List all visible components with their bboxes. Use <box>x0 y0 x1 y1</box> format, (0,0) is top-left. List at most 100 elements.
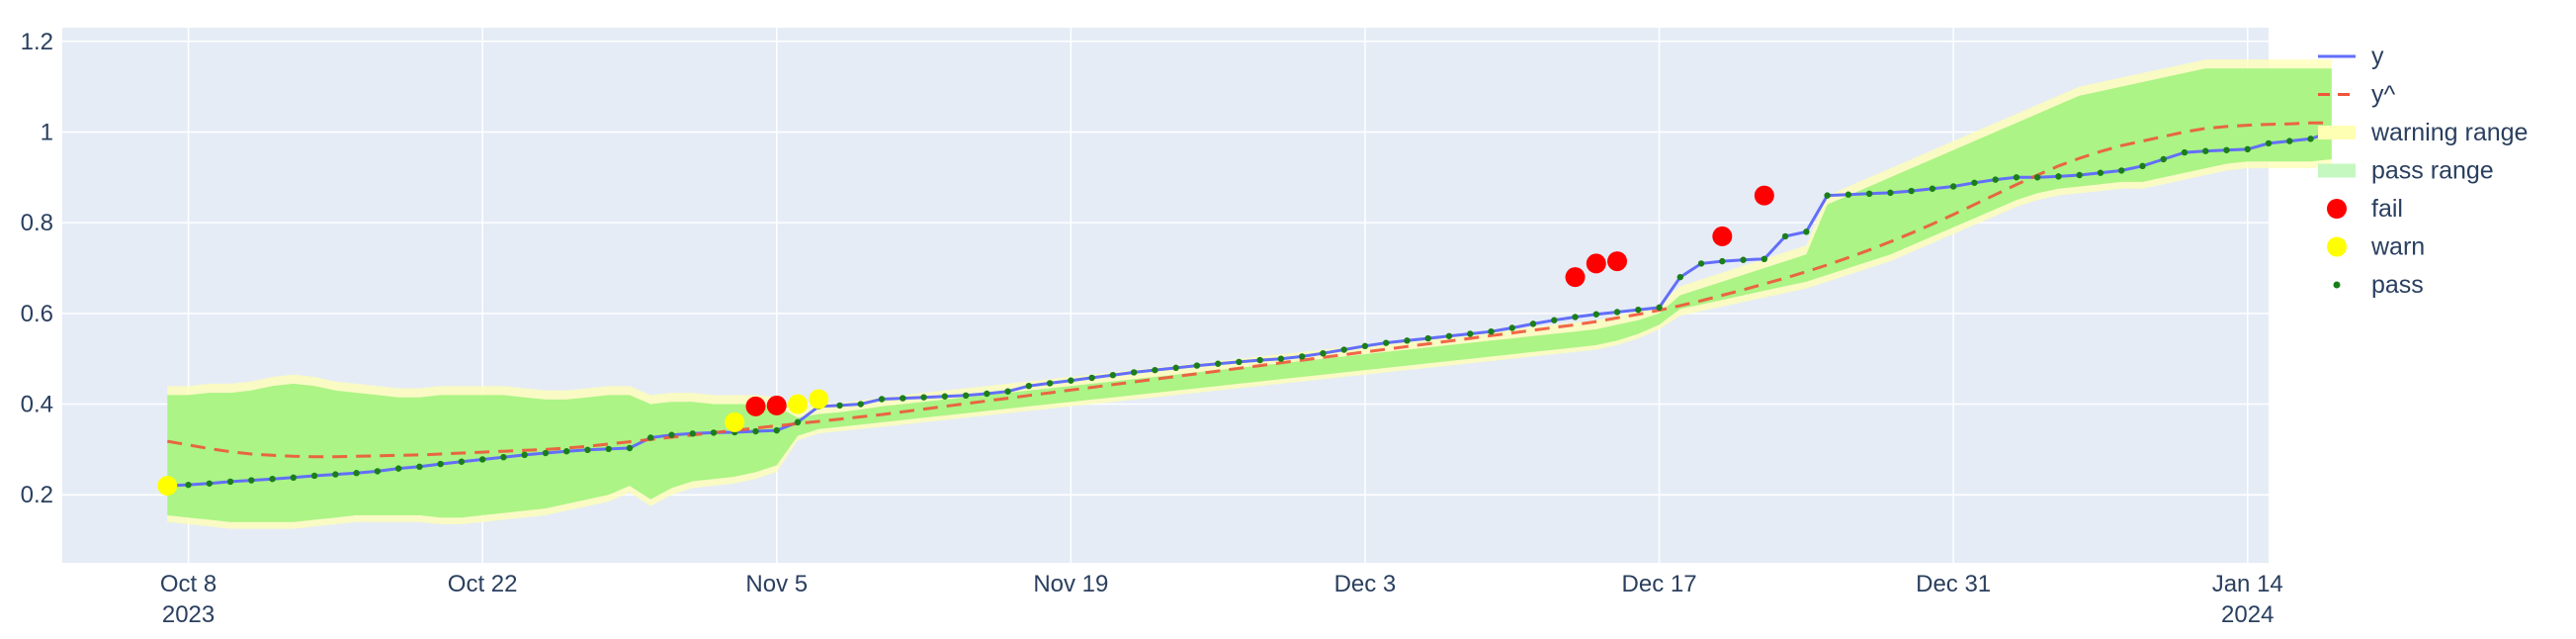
pass-point <box>248 477 255 484</box>
pass-point <box>647 434 654 441</box>
pass-point <box>458 458 466 465</box>
pass-point <box>1004 388 1011 395</box>
pass-point <box>2097 169 2104 176</box>
pass-point <box>1277 355 1285 362</box>
x-tick-label: Jan 14 <box>2212 571 2283 597</box>
legend-label: warn <box>2370 233 2425 261</box>
legend[interactable]: y y^ warning range pass range fail warn pass <box>2318 43 2528 299</box>
y-tick-label: 1.2 <box>21 29 53 55</box>
range-bands <box>167 59 2332 529</box>
pass-point <box>2244 145 2251 153</box>
y-tick-label: 0.6 <box>21 301 53 327</box>
pass-point <box>290 474 298 482</box>
pass-point <box>374 468 382 475</box>
warn-point <box>157 476 178 497</box>
pass-point <box>1865 190 1873 198</box>
pass-point <box>1697 260 1705 267</box>
pass-point <box>1109 371 1117 379</box>
pass-point <box>1488 327 1495 335</box>
pass-point <box>1719 257 1726 265</box>
pass-point <box>1467 330 1474 337</box>
pass-point <box>1320 349 1327 357</box>
legend-dot-swatch <box>2327 199 2347 219</box>
legend-band-swatch <box>2318 126 2356 139</box>
x-tick-year-label: 2024 <box>2221 601 2274 628</box>
pass-point <box>562 448 570 455</box>
pass-point <box>2076 171 2083 179</box>
pass-point <box>1172 364 1179 372</box>
legend-item-warning[interactable]: warning range <box>2318 119 2528 146</box>
warn-point <box>725 411 745 432</box>
pass-point <box>1908 187 1915 195</box>
pass-point <box>1845 191 1852 198</box>
pass-point <box>1803 228 1810 235</box>
pass-point <box>2139 162 2146 170</box>
data-points <box>157 129 2335 497</box>
pass-point <box>478 456 486 463</box>
pass-point <box>2286 137 2293 144</box>
x-axis: Oct 8 2023 Oct 22 Nov 5 Nov 19 Dec 3 Dec 17 Dec… <box>160 571 2283 628</box>
pass-point <box>437 460 444 468</box>
warn-point <box>809 389 829 410</box>
y-tick-label: 0.2 <box>21 482 53 508</box>
pass-point <box>542 449 550 457</box>
pass-point <box>1929 185 1936 192</box>
pass-point <box>226 478 234 486</box>
y-tick-label: 1 <box>41 119 53 145</box>
pass-point <box>185 481 192 489</box>
pass-point <box>941 393 948 400</box>
pass-point <box>1760 255 1768 263</box>
x-tick-label: Dec 17 <box>1622 571 1697 597</box>
pass-point <box>1152 366 1159 374</box>
pass-point <box>1572 314 1579 320</box>
fail-point <box>1565 267 1586 288</box>
pass-point <box>1992 176 1999 183</box>
x-tick-label: Dec 31 <box>1916 571 1991 597</box>
fail-point <box>745 396 766 416</box>
x-tick-label: Dec 3 <box>1334 571 1397 597</box>
pass-point <box>1193 362 1201 369</box>
pass-point <box>2013 174 2020 181</box>
legend-dot-swatch <box>2333 281 2341 289</box>
pass-point <box>1740 256 1747 263</box>
legend-label: y <box>2371 43 2384 70</box>
pass-point <box>1088 374 1095 382</box>
pass-point <box>2055 173 2062 180</box>
pass-point <box>857 401 864 408</box>
pass-point <box>689 430 696 437</box>
yhat-series-line <box>167 121 2332 459</box>
pass-point <box>2202 147 2209 154</box>
series-lines <box>167 121 2333 488</box>
pass-point <box>1424 334 1431 342</box>
pass-point <box>2160 155 2167 163</box>
legend-item-warn[interactable]: warn <box>2327 233 2425 261</box>
pass-point <box>1551 317 1558 323</box>
x-tick-label: Nov 19 <box>1033 571 1108 597</box>
pass-point <box>500 453 507 461</box>
pass-point <box>752 427 759 435</box>
pass-point <box>1383 339 1390 346</box>
legend-item-pass_range[interactable]: pass range <box>2318 157 2494 185</box>
pass-point <box>2118 167 2125 174</box>
pass-point <box>269 475 276 483</box>
pass-point <box>1781 232 1789 240</box>
x-tick-label: Oct 8 <box>160 571 216 597</box>
warn-point <box>788 394 808 414</box>
legend-item-yhat[interactable]: y^ <box>2318 81 2396 109</box>
legend-label: y^ <box>2371 81 2396 109</box>
pass-point <box>1971 179 1978 186</box>
grid-lines <box>62 28 2269 563</box>
legend-item-fail[interactable]: fail <box>2327 195 2403 223</box>
fail-point <box>1754 185 1774 206</box>
pass-point <box>710 429 718 436</box>
pass-point <box>2307 136 2314 142</box>
pass-point <box>353 470 360 477</box>
legend-item-y[interactable]: y <box>2318 43 2384 70</box>
legend-item-pass[interactable]: pass <box>2333 271 2424 299</box>
pass-point <box>1361 342 1369 350</box>
pass-point <box>1404 337 1411 344</box>
pass-point <box>2265 139 2273 147</box>
pass-point <box>416 463 423 471</box>
legend-label: warning range <box>2370 119 2528 146</box>
